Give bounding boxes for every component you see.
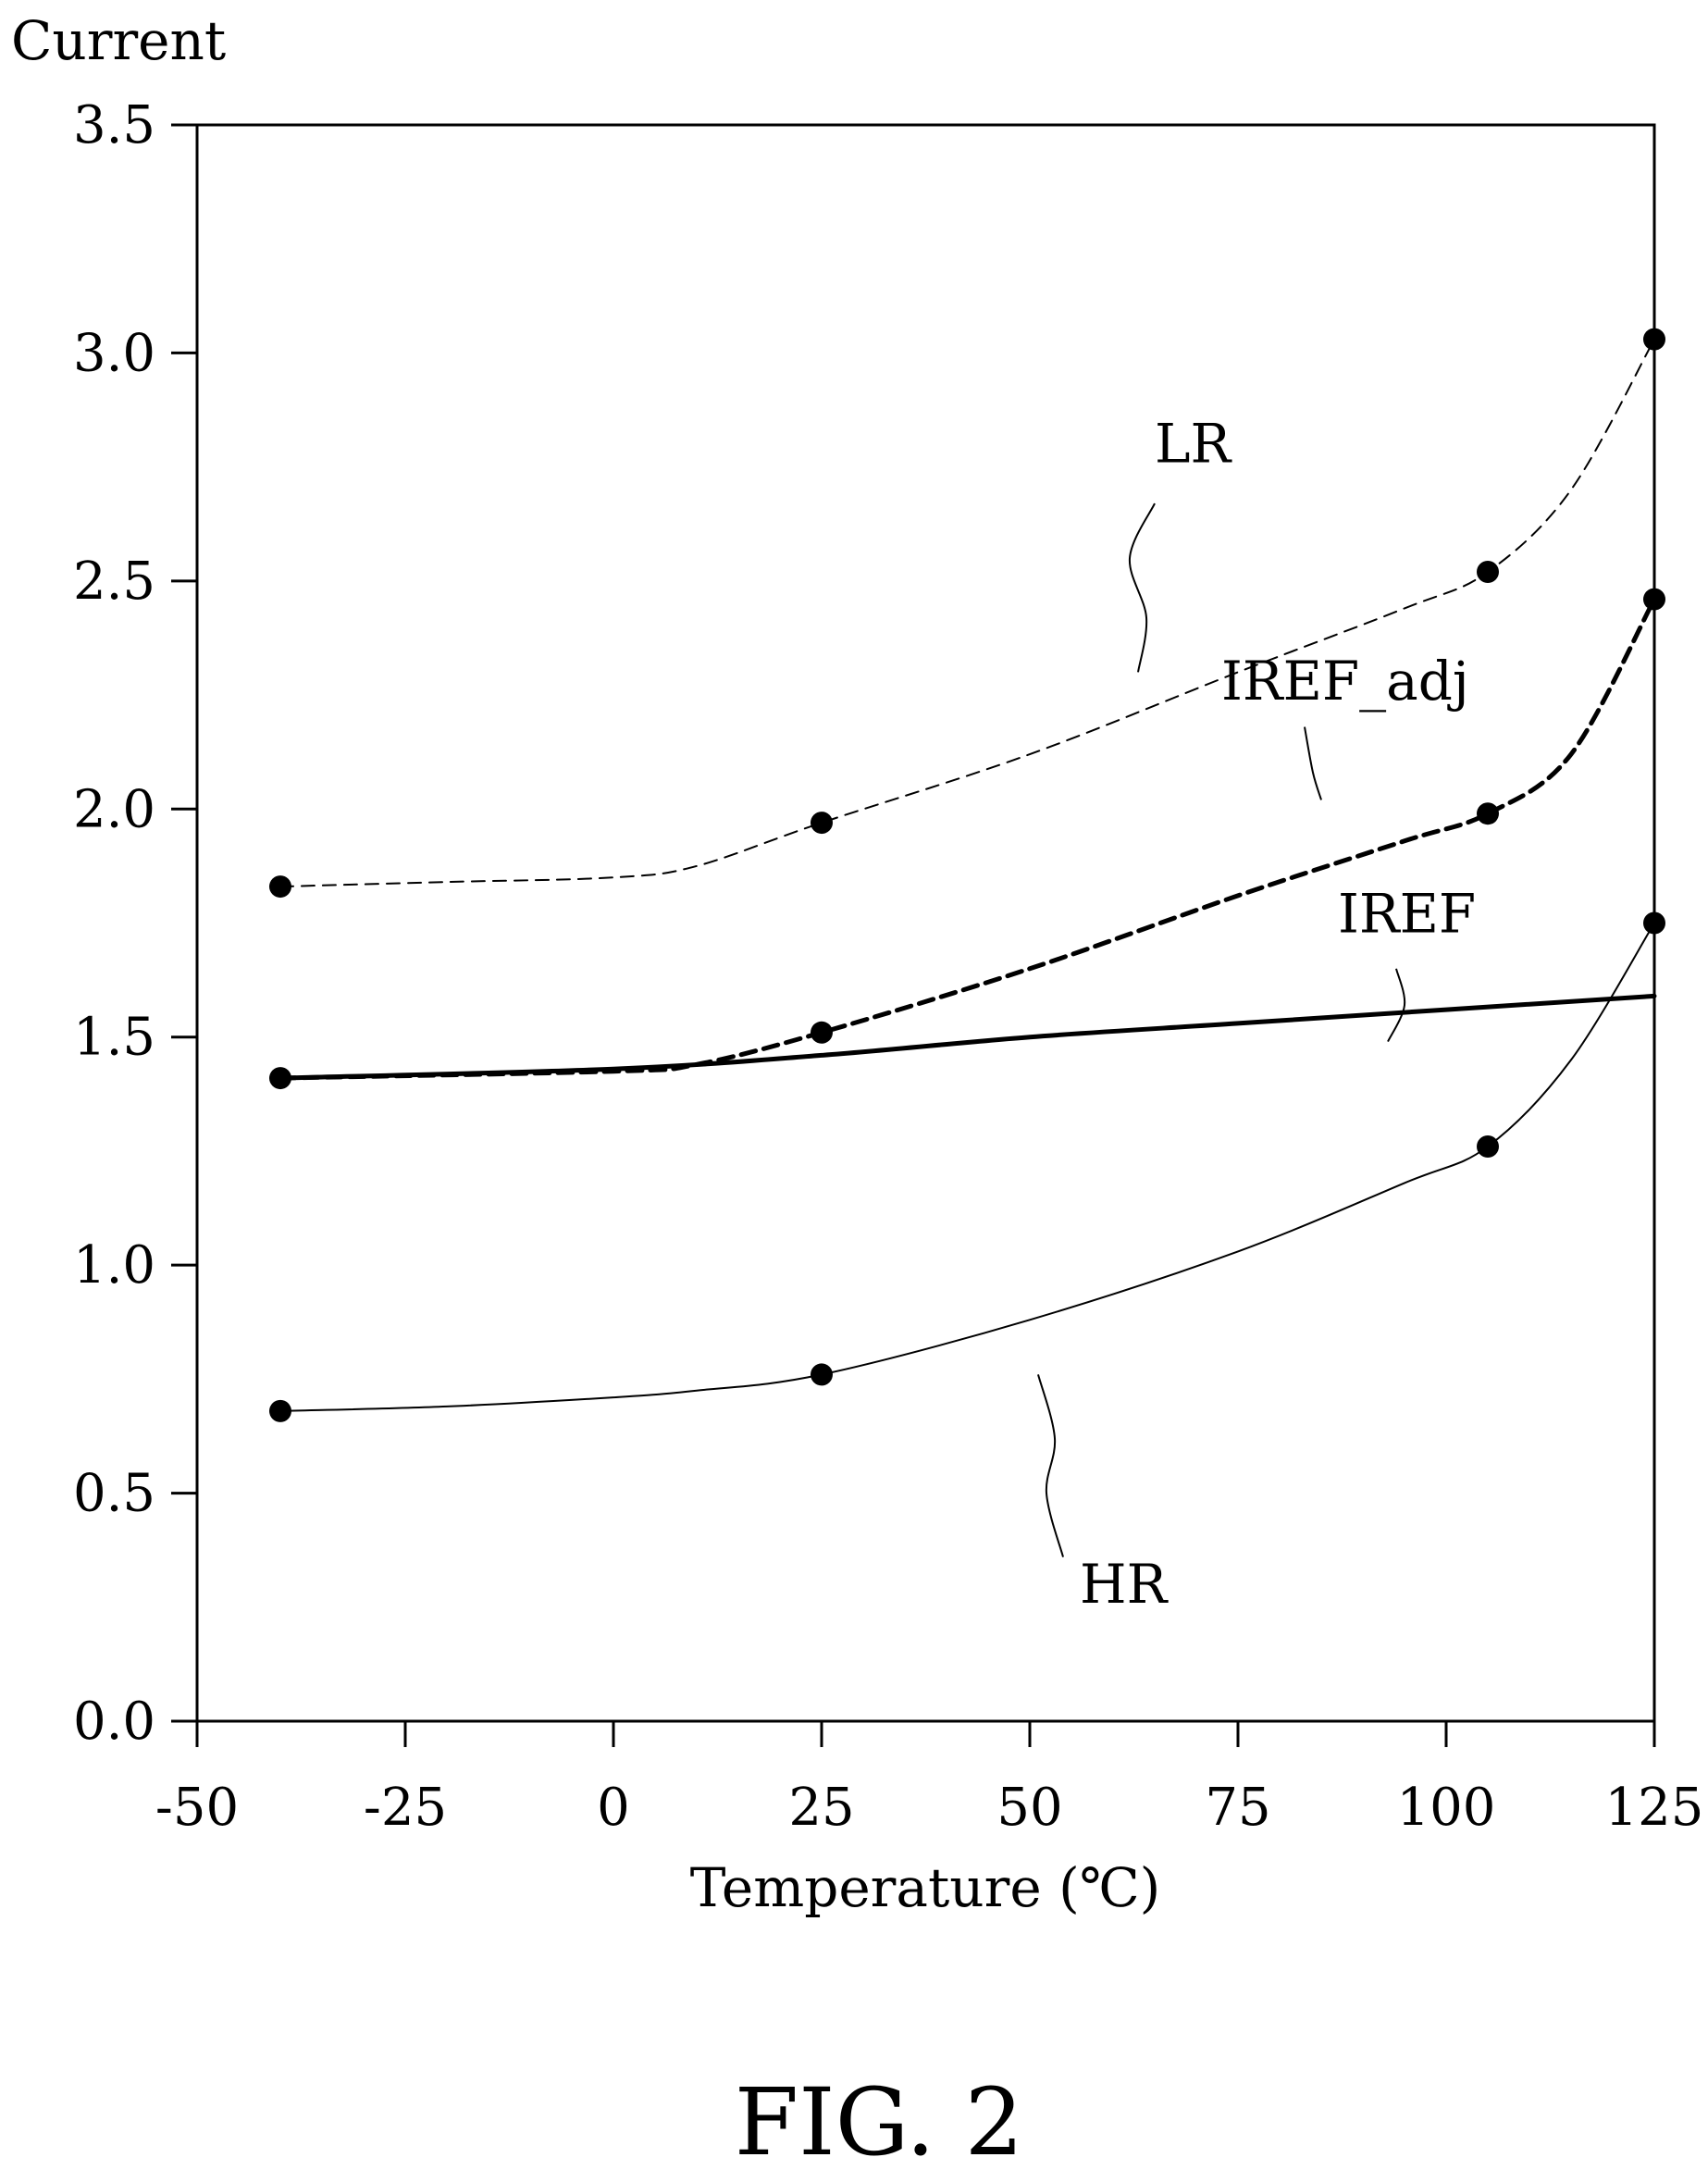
data-point-iref-adj xyxy=(811,1021,833,1044)
data-point-hr xyxy=(1477,1135,1499,1158)
leader-line-hr xyxy=(1037,1374,1064,1557)
y-tick-label: 2.0 xyxy=(73,779,155,839)
x-tick-label: -25 xyxy=(364,1778,447,1838)
y-tick-label: 0.5 xyxy=(73,1464,155,1524)
figure-caption: FIG. 2 xyxy=(735,2068,1023,2176)
x-axis-title: Temperature (℃) xyxy=(690,1856,1161,1919)
series-label-lr: LR xyxy=(1155,413,1233,476)
data-point-lr xyxy=(811,812,833,835)
series-label-iref-adj: IREF_adj xyxy=(1221,650,1469,713)
series-label-layer: LR IREF_adj IREF HR xyxy=(1037,413,1476,1616)
y-axis: 0.0 0.5 1.0 1.5 2.0 2.5 3.0 3.5 xyxy=(73,95,197,1752)
data-point-lr xyxy=(269,875,291,899)
data-point-lr xyxy=(1477,561,1499,583)
y-tick-label: 1.5 xyxy=(73,1008,155,1068)
x-tick-label: 100 xyxy=(1397,1778,1496,1838)
data-point-hr xyxy=(1643,911,1665,935)
leader-line-iref-adj xyxy=(1304,726,1322,800)
data-point-hr xyxy=(269,1399,291,1422)
series-line-hr xyxy=(279,922,1655,1412)
x-tick-label: 50 xyxy=(996,1778,1062,1838)
y-tick-label: 3.0 xyxy=(73,323,155,383)
series-line-iref-adj xyxy=(278,597,1657,1081)
series-label-hr: HR xyxy=(1080,1553,1170,1616)
y-tick-label: 1.0 xyxy=(73,1235,155,1296)
series-label-iref: IREF xyxy=(1338,882,1476,945)
x-tick-label: 25 xyxy=(788,1778,854,1838)
series-layer xyxy=(278,338,1657,1412)
y-axis-title: Current xyxy=(11,9,226,72)
data-point-hr xyxy=(811,1363,833,1386)
data-point-iref-adj xyxy=(1643,588,1665,611)
marker-layer xyxy=(269,328,1665,1422)
data-point-lr xyxy=(1643,328,1665,351)
data-point-iref-adj xyxy=(1477,802,1499,825)
series-line-lr xyxy=(279,338,1655,888)
series-line-iref xyxy=(278,993,1657,1081)
x-tick-label: 125 xyxy=(1605,1778,1704,1838)
x-axis: -50 -25 0 25 50 75 100 125 xyxy=(155,1721,1704,1838)
leader-line-iref xyxy=(1387,968,1406,1043)
data-point-iref-adj xyxy=(269,1067,291,1090)
x-tick-label: 75 xyxy=(1205,1778,1270,1838)
x-tick-label: -50 xyxy=(155,1778,239,1838)
leader-line-lr xyxy=(1128,502,1156,673)
y-tick-label: 2.5 xyxy=(73,552,155,612)
y-tick-label: 0.0 xyxy=(73,1692,155,1752)
y-tick-label: 3.5 xyxy=(73,95,155,155)
x-tick-label: 0 xyxy=(597,1778,630,1838)
